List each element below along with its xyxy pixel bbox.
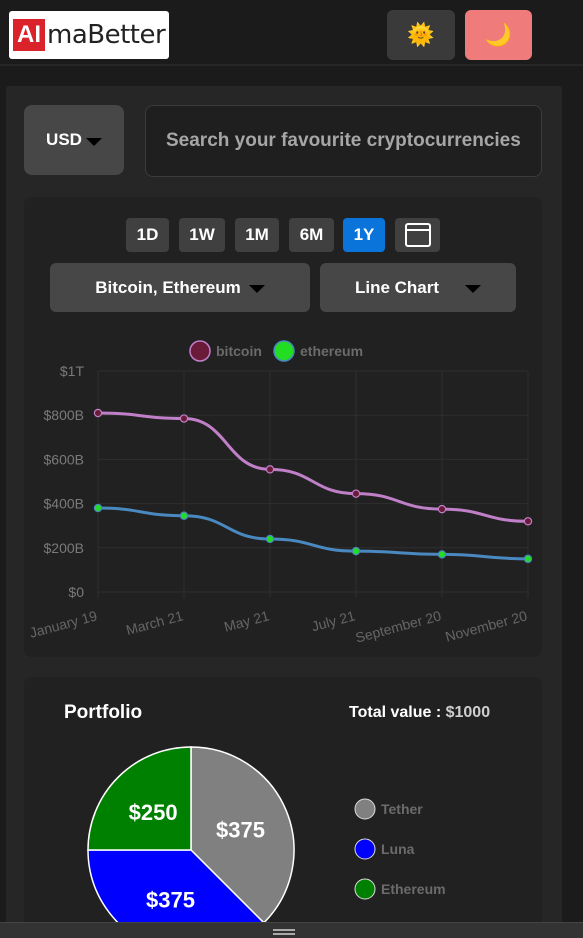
dark-mode-button[interactable]: 🌙 bbox=[465, 10, 532, 60]
drag-handle-icon-line bbox=[273, 933, 295, 935]
pie-slice-label: $250 bbox=[129, 800, 178, 825]
x-tick-label: July 21 bbox=[310, 607, 357, 634]
range-1y-button[interactable]: 1Y bbox=[343, 218, 385, 252]
x-tick-label: March 21 bbox=[124, 607, 185, 638]
x-tick-label: November 20 bbox=[443, 607, 529, 644]
top-bar: AI maBetter 🌞 🌙 bbox=[0, 0, 583, 66]
caret-down-icon bbox=[85, 137, 102, 146]
drag-handle-icon bbox=[273, 929, 295, 931]
x-tick-label: September 20 bbox=[354, 607, 443, 645]
data-point-ethereum bbox=[351, 546, 361, 556]
legend-marker-bitcoin bbox=[189, 340, 211, 362]
series-line-ethereum bbox=[97, 506, 529, 561]
y-tick-label: $200B bbox=[44, 540, 84, 556]
caret-down-icon bbox=[248, 285, 265, 293]
total-label: Total value : bbox=[349, 704, 446, 721]
pie-slice-ethereum bbox=[87, 746, 192, 851]
chart-type-label: Line Chart bbox=[354, 277, 440, 297]
pie-slice-luna bbox=[87, 849, 265, 922]
y-tick-label: $400B bbox=[44, 496, 84, 512]
pie-slice-label: $375 bbox=[216, 818, 265, 843]
data-point-bitcoin bbox=[437, 504, 447, 514]
range-1w-button[interactable]: 1W bbox=[179, 218, 225, 252]
coin-select-dropdown[interactable]: Bitcoin, Ethereum bbox=[50, 263, 310, 312]
y-tick-label: $0 bbox=[68, 584, 84, 600]
portfolio-title: Portfolio bbox=[64, 702, 143, 723]
almabetter-logo[interactable]: AI maBetter bbox=[9, 11, 169, 59]
range-1d-button[interactable]: 1D bbox=[126, 218, 169, 252]
data-point-bitcoin bbox=[265, 465, 275, 474]
range-1m-button[interactable]: 1M bbox=[235, 218, 279, 252]
coin-select-label: Bitcoin, Ethereum bbox=[95, 277, 241, 297]
caret-down-icon bbox=[465, 285, 482, 293]
data-point-bitcoin bbox=[523, 517, 533, 526]
portfolio-pie-chart: $375 $375 $250 Tether Luna Ethereum bbox=[87, 746, 446, 922]
legend-label-ethereum: ethereum bbox=[300, 343, 363, 359]
x-tick-label: May 21 bbox=[222, 607, 271, 634]
series-line-bitcoin bbox=[97, 411, 529, 523]
range-label: 1M bbox=[245, 225, 269, 244]
portfolio-total: Total value : $1000 bbox=[349, 704, 490, 722]
calendar-icon bbox=[404, 223, 431, 247]
legend-marker-luna bbox=[354, 838, 376, 860]
calendar-button[interactable] bbox=[395, 218, 440, 252]
data-point-ethereum bbox=[179, 511, 189, 520]
legend-marker-tether bbox=[354, 798, 376, 820]
x-tick-label: January 19 bbox=[28, 607, 99, 640]
legend-label-bitcoin: bitcoin bbox=[216, 343, 262, 359]
search-input[interactable]: Search your favourite cryptocurrencies bbox=[145, 105, 542, 177]
legend-marker-ethereum bbox=[354, 878, 376, 900]
y-tick-label: $600B bbox=[44, 451, 84, 467]
total-value: $1000 bbox=[445, 704, 491, 721]
range-label: 1D bbox=[136, 225, 159, 244]
pie-slice-label: $375 bbox=[146, 887, 195, 912]
currency-label: USD bbox=[46, 130, 82, 149]
chart-type-dropdown[interactable]: Line Chart bbox=[320, 263, 516, 312]
range-label: 6M bbox=[299, 225, 324, 244]
logo-ai-mark: AI bbox=[13, 19, 45, 51]
range-label: 1Y bbox=[353, 225, 375, 244]
data-point-bitcoin bbox=[351, 489, 361, 498]
moon-icon: 🌙 bbox=[484, 22, 513, 47]
range-label: 1W bbox=[189, 225, 215, 244]
data-point-ethereum bbox=[265, 534, 275, 544]
legend-label-ethereum: Ethereum bbox=[381, 881, 446, 897]
currency-select[interactable]: USD bbox=[24, 105, 124, 175]
data-point-ethereum bbox=[93, 503, 103, 513]
y-tick-label: $800B bbox=[44, 407, 84, 423]
y-tick-label: $1T bbox=[60, 363, 85, 379]
range-6m-button[interactable]: 6M bbox=[289, 218, 334, 252]
logo-wordmark: maBetter bbox=[47, 20, 166, 50]
price-line-chart: bitcoin ethereum $0 $200B $400B $600B $800B $1T… bbox=[28, 340, 533, 646]
data-point-bitcoin bbox=[93, 408, 103, 418]
legend-label-luna: Luna bbox=[381, 841, 415, 857]
sun-icon: 🌞 bbox=[407, 22, 435, 47]
legend-marker-ethereum bbox=[273, 340, 295, 362]
data-point-ethereum bbox=[523, 554, 533, 564]
data-point-ethereum bbox=[437, 550, 447, 559]
legend-label-tether: Tether bbox=[381, 801, 423, 817]
light-mode-button[interactable]: 🌞 bbox=[387, 10, 455, 60]
resize-handle-bar[interactable] bbox=[0, 922, 583, 938]
data-point-bitcoin bbox=[179, 414, 189, 423]
search-placeholder: Search your favourite cryptocurrencies bbox=[166, 130, 521, 151]
pie-slice-tether bbox=[190, 746, 295, 922]
